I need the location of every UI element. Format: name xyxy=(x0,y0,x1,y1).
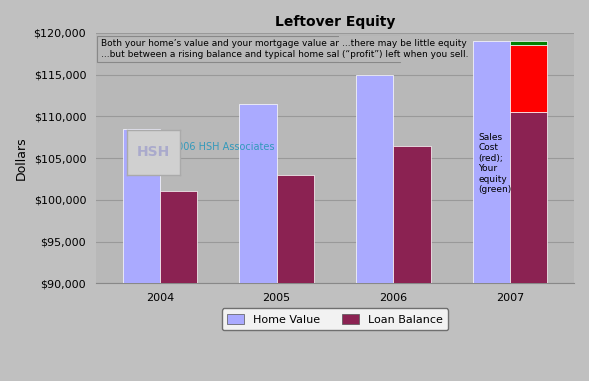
Bar xyxy=(472,41,510,381)
Text: © 2006 HSH Associates: © 2006 HSH Associates xyxy=(158,142,274,152)
Bar xyxy=(393,146,431,381)
Bar xyxy=(510,41,547,45)
Bar xyxy=(510,45,547,112)
Bar xyxy=(123,129,160,381)
Bar xyxy=(277,175,314,381)
Bar xyxy=(239,104,277,381)
Title: Leftover Equity: Leftover Equity xyxy=(274,15,395,29)
Bar xyxy=(356,75,393,381)
Bar xyxy=(510,112,547,381)
Text: HSH: HSH xyxy=(137,146,170,159)
Text: ...there may be little equity
(“profit”) left when you sell.: ...there may be little equity (“profit”)… xyxy=(342,39,469,59)
Y-axis label: Dollars: Dollars xyxy=(15,136,28,180)
Bar xyxy=(160,192,197,381)
Legend: Home Value, Loan Balance: Home Value, Loan Balance xyxy=(221,308,448,330)
Text: Both your home’s value and your mortgage value are rising...
...but between a ri: Both your home’s value and your mortgage… xyxy=(101,39,396,59)
Text: Sales
Cost
(red);
Your
equity
(green): Sales Cost (red); Your equity (green) xyxy=(478,133,512,194)
